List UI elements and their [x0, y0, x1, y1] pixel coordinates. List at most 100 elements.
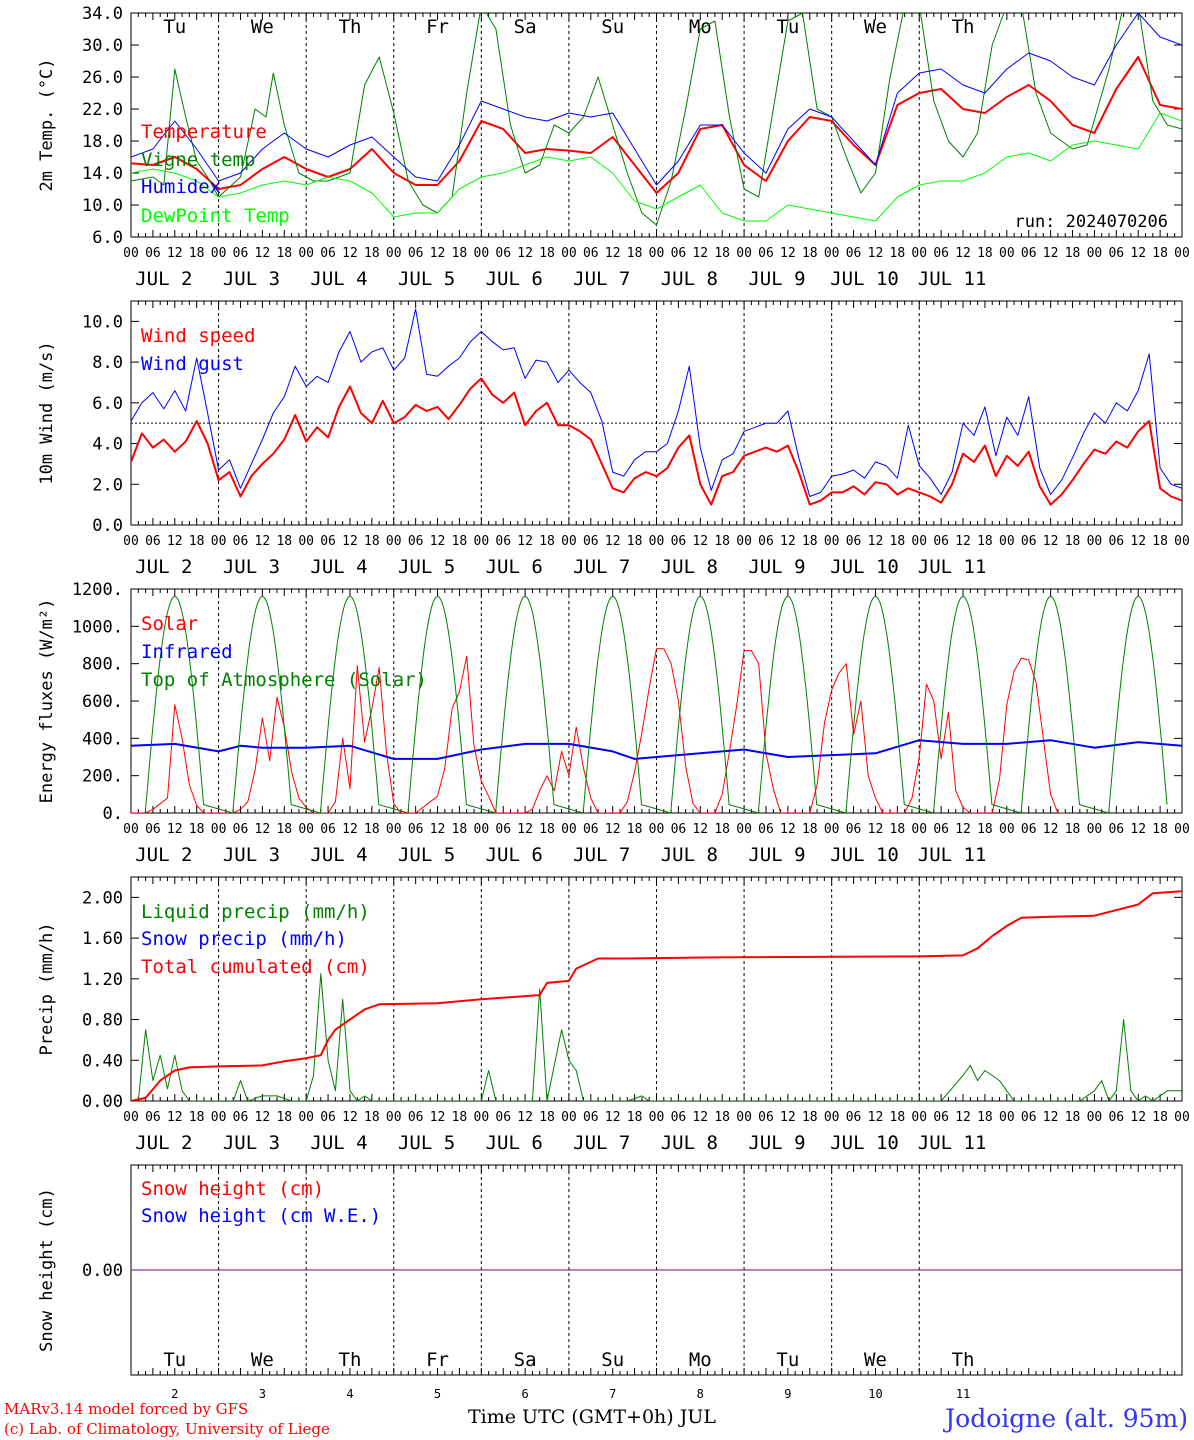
y-tick-label: 8.0	[92, 353, 123, 373]
x-tick-label: 12	[517, 822, 533, 837]
x-tick-label: 06	[1021, 1110, 1037, 1125]
x-tick-label: 06	[846, 1110, 862, 1125]
weekday-label: Mo	[689, 16, 712, 38]
date-label: JUL 5	[398, 844, 455, 866]
x-tick-label: 06	[933, 822, 949, 837]
x-tick-label: 06	[233, 822, 249, 837]
date-label: JUL 11	[918, 1132, 987, 1154]
x-tick-label: 18	[802, 534, 818, 549]
x-tick-label: 06	[671, 246, 687, 261]
x-tick-label: 12	[605, 1110, 621, 1125]
x-tick-label: 00	[298, 534, 314, 549]
y-tick-label: 4.0	[92, 435, 123, 455]
x-tick-label: 06	[846, 822, 862, 837]
wind-panel: 0.0 2.0 4.0 6.0 8.0 10.0 10m Wind (m/s) 00 06 12 1…	[37, 300, 1190, 578]
y-tick-label: 10.0	[82, 196, 123, 216]
x-tick-label: 00	[123, 534, 139, 549]
series-line	[131, 56, 1182, 194]
legend-entry: Top of Atmosphere (Solar)	[141, 669, 427, 691]
x-tick-label: 18	[364, 822, 380, 837]
y-tick-label: 1200.	[72, 580, 123, 600]
x-tick-label: 18	[276, 822, 292, 837]
x-tick-label: 18	[802, 1110, 818, 1125]
x-tick-label: 00	[211, 534, 227, 549]
x-tick-label: 00	[298, 822, 314, 837]
x-tick-label: 12	[430, 1110, 446, 1125]
x-tick-label: 06	[1108, 822, 1124, 837]
date-label: JUL 5	[398, 268, 455, 290]
x-tick-label: 12	[868, 822, 884, 837]
x-tick-label: 12	[692, 534, 708, 549]
x-tick-label: 00	[298, 246, 314, 261]
x-tick-label: 12	[1130, 534, 1146, 549]
x-tick-label: 18	[1152, 1110, 1168, 1125]
x-tick-label: 00	[911, 822, 927, 837]
y-tick-label: 2.00	[82, 888, 123, 908]
date-label: JUL 6	[486, 268, 543, 290]
day-number-label: 11	[956, 1387, 970, 1401]
x-tick-label: 00	[474, 246, 490, 261]
precip-series	[131, 890, 1182, 1101]
y-tick-label: 0.80	[82, 1011, 123, 1031]
legend-entry: Wind speed	[141, 325, 255, 347]
y-tick-label: 1000.	[72, 617, 123, 637]
date-label: JUL 6	[486, 556, 543, 578]
x-tick-label: 12	[255, 246, 271, 261]
weekday-label: Tu	[163, 1349, 186, 1371]
x-tick-label: 12	[605, 246, 621, 261]
x-tick-label: 00	[736, 822, 752, 837]
x-tick-label: 06	[320, 246, 336, 261]
x-tick-label: 18	[890, 534, 906, 549]
x-tick-label: 00	[561, 246, 577, 261]
x-tick-label: 06	[408, 534, 424, 549]
y-tick-label: 0.00	[82, 1261, 123, 1281]
date-label: JUL 4	[310, 1132, 367, 1154]
y-tick-label: 0.0	[92, 516, 123, 536]
x-tick-label: 00	[999, 1110, 1015, 1125]
x-tick-label: 06	[408, 822, 424, 837]
x-tick-label: 12	[780, 246, 796, 261]
x-tick-label: 18	[802, 822, 818, 837]
date-label: JUL 6	[486, 1132, 543, 1154]
series-line	[131, 648, 1066, 813]
weekday-label: Tu	[163, 16, 186, 38]
date-label: JUL 5	[398, 1132, 455, 1154]
precip-panel: 0.00 0.40 0.80 1.20 1.60 2.00 Precip (mm/h) 00 0…	[37, 876, 1190, 1154]
x-tick-label: 00	[1087, 534, 1103, 549]
x-tick-label: 06	[1108, 534, 1124, 549]
x-tick-label: 18	[977, 534, 993, 549]
weekday-label: Th	[952, 1349, 975, 1371]
x-tick-label: 00	[999, 822, 1015, 837]
date-label: JUL 11	[918, 844, 987, 866]
x-tick-label: 00	[1174, 1110, 1190, 1125]
x-tick-label: 12	[605, 822, 621, 837]
date-label: JUL 3	[223, 556, 280, 578]
x-tick-label: 18	[977, 822, 993, 837]
x-tick-label: 00	[1174, 246, 1190, 261]
x-tick-label: 00	[386, 1110, 402, 1125]
x-tick-label: 00	[911, 1110, 927, 1125]
series-line	[131, 890, 1182, 1101]
x-tick-label: 00	[298, 1110, 314, 1125]
x-tick-label: 00	[911, 246, 927, 261]
weekday-label: We	[251, 16, 274, 38]
x-tick-label: 12	[255, 534, 271, 549]
y-tick-label: 30.0	[82, 36, 123, 56]
x-tick-label: 12	[955, 822, 971, 837]
series-line	[131, 13, 1182, 186]
y-tick-label: 400.	[82, 729, 123, 749]
date-label: JUL 9	[748, 268, 805, 290]
x-tick-label: 00	[649, 822, 665, 837]
x-tick-label: 12	[167, 1110, 183, 1125]
date-label: JUL 9	[748, 556, 805, 578]
weekday-label: Sa	[514, 16, 537, 38]
x-tick-label: 06	[233, 246, 249, 261]
energy-y-label: Energy fluxes (W/m²)	[37, 599, 57, 804]
x-tick-label: 00	[561, 822, 577, 837]
x-tick-label: 18	[1065, 1110, 1081, 1125]
x-tick-label: 00	[123, 1110, 139, 1125]
x-tick-label: 12	[430, 822, 446, 837]
date-label: JUL 9	[748, 1132, 805, 1154]
x-tick-label: 12	[1043, 246, 1059, 261]
